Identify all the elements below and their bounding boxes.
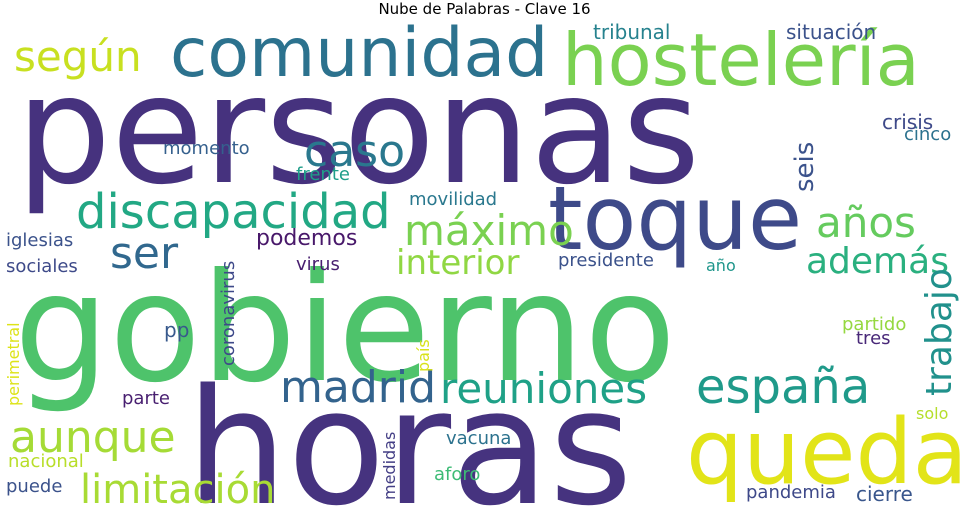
word-comunidad: comunidad [170,20,549,93]
word-maximo: máximo [404,206,574,255]
word-virus: virus [296,254,340,275]
word-limitacion: trabajo [919,268,960,396]
word-momento: momento [163,138,250,159]
word-ano: año [706,256,736,275]
word-movilidad: movilidad [409,189,498,210]
word-medidas: medidas [380,431,399,500]
word-ser: ser [110,228,179,279]
word-sociales: sociales [6,256,78,277]
word-caso: caso [304,126,405,177]
word-personas: personas [16,44,701,218]
word-horas: horas [186,354,633,507]
word-pp: pp [164,318,190,342]
word-solo: solo [916,404,949,423]
word-parte: parte [122,388,170,409]
word-aunque: aunque [10,412,176,463]
word-perimetral: perimetral [6,322,23,406]
word-tribunal: tribunal [593,20,671,44]
word-situacion: situación [786,20,877,44]
word-queda: queda [686,400,963,505]
word-cloud: personas gobierno horas comunidad hostel… [6,20,963,507]
word-reuniones: reuniones [440,364,648,413]
word-segun: según [14,32,142,81]
word-toque: toque [548,167,803,270]
word-tres: tres [856,328,891,349]
word-espana: españa [696,359,871,415]
word-vacuna: vacuna [446,428,512,449]
word-pais: país [414,339,433,372]
word-pandemia: pandemia [746,482,836,503]
word-puede: puede [6,476,63,497]
word-coronavirus: coronavirus [218,260,239,366]
word-nacional: nacional [8,451,84,472]
word-ademas: además [806,241,949,282]
word-podemos: podemos [256,226,358,251]
word-interior: interior [396,243,520,283]
word-gobierno: gobierno [14,242,677,416]
word-iglesias: iglesias [6,230,74,251]
word-presidente: presidente [558,250,654,271]
word-frente: frente [296,164,350,185]
word-discapacidad: discapacidad [76,184,391,240]
chart-title: Nube de Palabras - Clave 16 [378,0,591,18]
word-anos: años [816,198,916,247]
word-cierre: cierre [856,482,913,506]
word-partido: partido [842,314,907,335]
word-madrid: madrid [280,362,436,413]
word-hosteleria: hostelería [562,20,920,102]
word-trabajo: seis [790,141,820,192]
word-cinco: cinco [904,124,952,145]
word-crisis: crisis [882,110,934,134]
word-aforo: aforo [434,464,481,485]
word-seis: limitación [80,467,276,507]
